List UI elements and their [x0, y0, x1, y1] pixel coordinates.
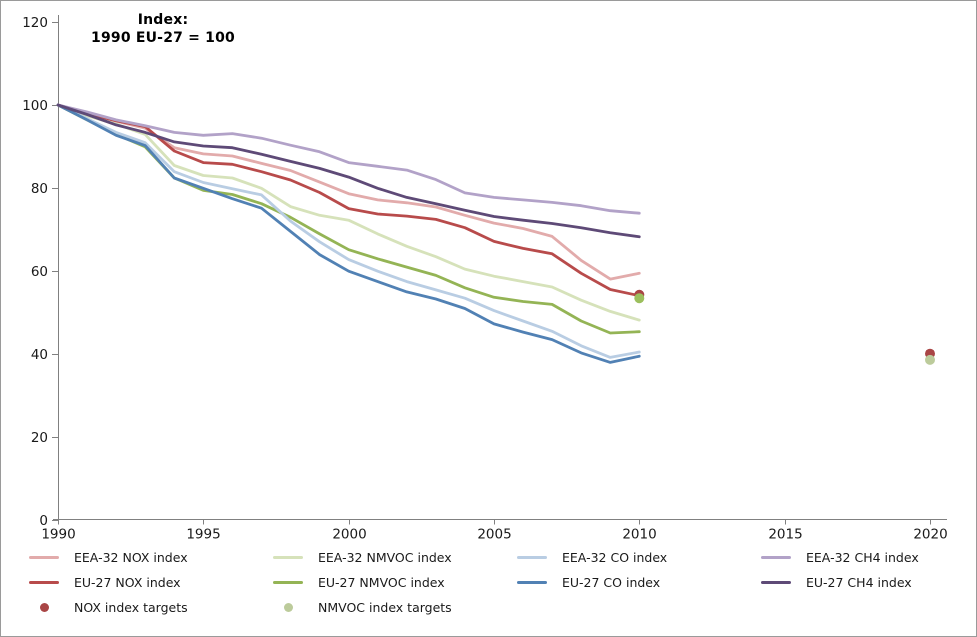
- swatch-color: [273, 581, 303, 584]
- target-dot-nmvoc-index-targets-2010: [634, 293, 645, 304]
- y-tick-label: 40: [31, 347, 48, 363]
- legend-label: EEA-32 NMVOC index: [318, 550, 452, 565]
- swatch-color: [29, 581, 59, 584]
- legend-item: NMVOC index targets: [273, 595, 508, 620]
- legend-item: EU-27 CH4 index: [761, 570, 976, 595]
- swatch-color: [29, 556, 59, 559]
- y-tick-label: 0: [39, 513, 48, 529]
- legend-line-swatch-icon: [517, 556, 547, 559]
- series-eu-27-ch4-index: [56, 103, 641, 239]
- series-eea-32-ch4-index: [56, 103, 641, 215]
- legend-dot-swatch-icon: [29, 603, 59, 612]
- legend-label: NMVOC index targets: [318, 600, 452, 615]
- chart-title-line2: 1990 EU-27 = 100: [91, 30, 235, 46]
- y-tick-label: 60: [31, 264, 48, 280]
- legend-item: EEA-32 CH4 index: [761, 545, 976, 570]
- chart-legend: EEA-32 NOX index EU-27 NOX index NOX index…: [1, 545, 976, 635]
- swatch-color: [761, 581, 791, 584]
- legend-line-swatch-icon: [761, 581, 791, 584]
- y-tick-label: 100: [22, 98, 48, 114]
- legend-line-swatch-icon: [29, 556, 59, 559]
- target-dot-nmvoc-index-targets-2020: [925, 354, 935, 365]
- legend-column-1: EEA-32 NOX index EU-27 NOX index NOX index…: [29, 545, 264, 620]
- y-tick-label: 80: [31, 181, 48, 197]
- legend-item: EEA-32 CO index: [517, 545, 752, 570]
- swatch-color: [517, 581, 547, 584]
- x-tick-label: 2010: [622, 527, 656, 543]
- legend-column-2: EEA-32 NMVOC index EU-27 NMVOC index NMVOC…: [273, 545, 508, 620]
- swatch-color: [283, 603, 293, 612]
- legend-label: NOX index targets: [74, 600, 188, 615]
- legend-item: NOX index targets: [29, 595, 264, 620]
- legend-item: EU-27 NOX index: [29, 570, 264, 595]
- legend-label: EEA-32 CH4 index: [806, 550, 919, 565]
- legend-line-swatch-icon: [273, 556, 303, 559]
- chart-title-line1: Index:: [137, 12, 189, 28]
- legend-column-3: EEA-32 CO index EU-27 CO index: [517, 545, 752, 595]
- x-tick-label: 1990: [41, 527, 75, 543]
- y-tick-label: 120: [22, 15, 48, 31]
- series-eu-27-co-index: [56, 103, 641, 364]
- y-tick-label: 20: [31, 430, 48, 446]
- swatch-color: [761, 556, 791, 559]
- x-tick-label: 2005: [477, 527, 511, 543]
- x-tick-label: 2000: [332, 527, 366, 543]
- legend-line-swatch-icon: [761, 556, 791, 559]
- swatch-color: [39, 603, 49, 612]
- series-eea-32-co-index: [56, 103, 641, 359]
- legend-item: EEA-32 NOX index: [29, 545, 264, 570]
- legend-label: EU-27 CO index: [562, 575, 661, 590]
- legend-column-4: EEA-32 CH4 index EU-27 CH4 index: [761, 545, 976, 595]
- legend-dot-swatch-icon: [273, 603, 303, 612]
- swatch-color: [517, 556, 547, 559]
- legend-label: EEA-32 NOX index: [74, 550, 188, 565]
- legend-line-swatch-icon: [273, 581, 303, 584]
- legend-label: EU-27 NOX index: [74, 575, 181, 590]
- swatch-color: [273, 556, 303, 559]
- legend-label: EEA-32 CO index: [562, 550, 668, 565]
- chart-title: Index: 1990 EU-27 = 100: [58, 11, 268, 47]
- legend-item: EEA-32 NMVOC index: [273, 545, 508, 570]
- legend-label: EU-27 CH4 index: [806, 575, 912, 590]
- legend-item: EU-27 NMVOC index: [273, 570, 508, 595]
- x-tick-label: 2015: [768, 527, 802, 543]
- legend-line-swatch-icon: [29, 581, 59, 584]
- series-eea-32-nmvoc-index: [56, 103, 641, 322]
- x-tick-label: 1995: [186, 527, 220, 543]
- x-tick-label: 2020: [913, 527, 947, 543]
- legend-item: EU-27 CO index: [517, 570, 752, 595]
- legend-line-swatch-icon: [517, 581, 547, 584]
- legend-label: EU-27 NMVOC index: [318, 575, 445, 590]
